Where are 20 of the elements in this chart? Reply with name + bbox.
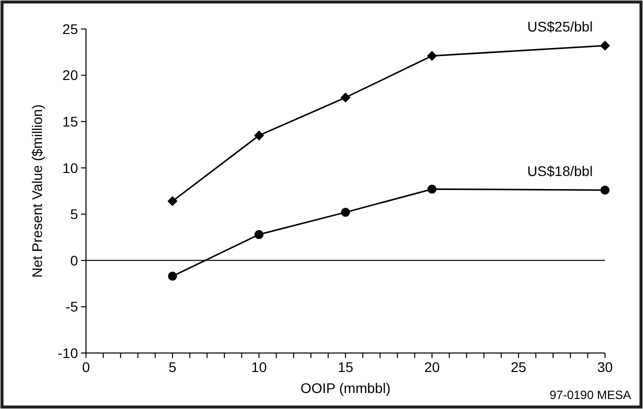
y-tick-label: 0: [70, 252, 78, 268]
y-tick-label: 20: [62, 67, 78, 84]
y-tick-label: -5: [66, 298, 78, 315]
y-tick-label: 10: [62, 160, 78, 176]
series-label: US$18/bbl: [527, 163, 593, 180]
y-tick-label: 25: [62, 20, 78, 37]
y-tick-label: 5: [70, 206, 78, 222]
x-tick-label: 15: [338, 359, 354, 375]
x-tick-label: 20: [424, 359, 440, 375]
text: 97-0190 MESA: [550, 388, 631, 402]
y-tick-label: -10: [58, 344, 78, 361]
x-tick-label: 30: [597, 359, 613, 375]
x-axis-title: OOIP (mmbbl): [300, 380, 390, 396]
y-axis-title: Net Present Value ($million): [29, 104, 45, 278]
x-tick-label: 0: [82, 359, 90, 375]
y-tick-label: 15: [62, 113, 78, 130]
series-label: US$25/bbl: [527, 18, 593, 35]
x-tick-label: 10: [251, 359, 267, 375]
x-tick-label: 5: [168, 359, 177, 375]
x-tick-label: 25: [510, 359, 526, 375]
